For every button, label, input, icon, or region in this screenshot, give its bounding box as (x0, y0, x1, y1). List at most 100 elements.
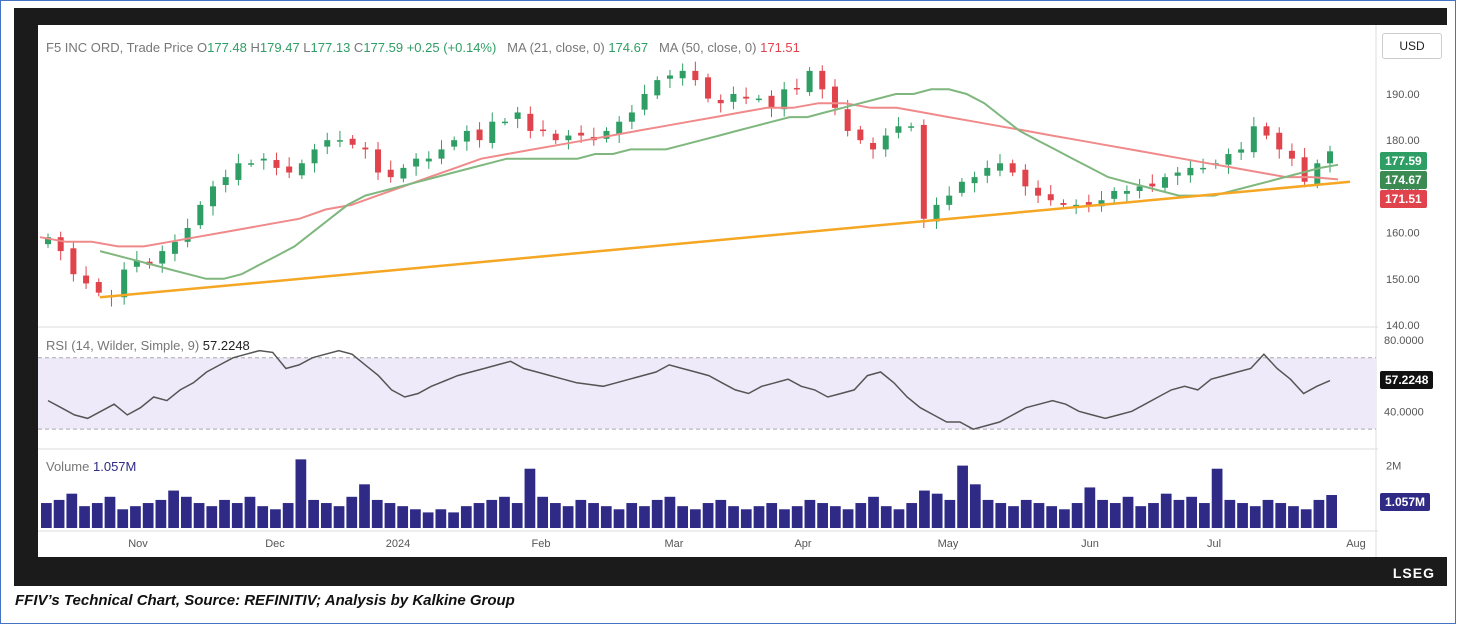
volume-bar (829, 506, 841, 528)
volume-bar (206, 506, 218, 528)
candle-body (362, 147, 369, 150)
volume-bar (511, 503, 523, 528)
volume-bar (270, 509, 281, 528)
ma50-label: MA (50, close, 0) (658, 40, 757, 55)
footer-bar: LSEG (14, 562, 1447, 586)
volume-bar (346, 496, 358, 528)
candle-body (298, 163, 305, 176)
volume-value: 1.057M (93, 459, 137, 474)
candle-body (679, 70, 686, 79)
volume-bar (919, 490, 930, 528)
volume-label: Volume (46, 459, 90, 474)
candle-body (768, 95, 775, 108)
rsi-value-tag: 57.2248 (1380, 371, 1434, 389)
volume-bar (728, 506, 739, 528)
volume-bar (308, 499, 319, 528)
candle-body (781, 89, 788, 110)
candle-body (45, 237, 51, 245)
candle-body (996, 163, 1003, 171)
volume-bar (639, 506, 650, 528)
rsi-band (38, 357, 1376, 430)
volume-bar (130, 506, 141, 528)
candle-body (895, 126, 902, 133)
candle-body (628, 112, 635, 122)
candle-body (451, 140, 458, 147)
chart-svg: 190.00180.00170.00160.00150.00140.0080.0… (38, 25, 1424, 557)
support-trendline (99, 180, 1351, 299)
volume-bar (1186, 496, 1198, 528)
volume-bar (244, 496, 256, 528)
rsi-header: RSI (14, Wilder, Simple, 9) 57.2248 (46, 338, 250, 353)
volume-bar (855, 503, 867, 528)
currency-selector[interactable]: USD (1382, 33, 1442, 59)
time-tick-label: Jun (1081, 538, 1099, 550)
close-label: C (353, 40, 364, 55)
volume-bar (1313, 499, 1325, 528)
price-header: F5 INC ORD, Trade Price O177.48 H179.47 … (46, 40, 800, 55)
candle-body (1111, 191, 1118, 199)
volume-bar (613, 509, 625, 528)
volume-bar (1262, 499, 1274, 528)
candle-body (1288, 150, 1295, 159)
volume-value-tag: 1.057M (1380, 493, 1431, 511)
volume-bar (142, 503, 154, 528)
volume-bar (1084, 487, 1096, 528)
volume-bar (91, 503, 103, 528)
price-tick-label: 190.00 (1386, 89, 1420, 101)
candle-body (933, 204, 940, 222)
volume-bar (550, 503, 561, 528)
candle-body (1009, 163, 1016, 173)
time-tick-label: Jul (1207, 538, 1221, 550)
candle-body (958, 181, 965, 193)
volume-bar (880, 506, 892, 528)
open-label: O (197, 40, 208, 55)
candle-body (920, 124, 927, 219)
volume-bar (1059, 509, 1070, 528)
rsi-label: RSI (14, Wilder, Simple, 9) (46, 338, 200, 353)
volume-bar (104, 496, 116, 528)
ma21-price-tag: 174.67 (1380, 171, 1427, 189)
candle-body (705, 77, 712, 99)
ma50-price-tag: 171.51 (1380, 190, 1427, 208)
volume-bar (842, 509, 854, 528)
volume-bar (53, 499, 65, 528)
candle-body (336, 140, 343, 142)
volume-bar (117, 509, 129, 528)
candle-body (133, 260, 140, 267)
volume-bar (931, 493, 943, 528)
volume-bar (384, 503, 396, 528)
volume-tick-label: 2M (1386, 461, 1401, 473)
volume-bar (906, 503, 918, 528)
volume-bar (868, 496, 879, 528)
volume-bar (562, 506, 574, 528)
low-value: 177.13 (310, 40, 351, 55)
candle-body (235, 163, 242, 180)
candle-body (908, 126, 915, 128)
price-tick-label: 150.00 (1386, 274, 1420, 286)
volume-bar (664, 496, 676, 528)
volume-bar (155, 499, 167, 528)
candle-body (1136, 186, 1143, 191)
candle-body (286, 166, 293, 173)
volume-bar (1135, 506, 1147, 528)
volume-bar (1008, 506, 1019, 528)
candle-body (501, 121, 508, 124)
volume-bar (715, 499, 727, 528)
candle-body (1263, 126, 1270, 136)
candle-body (603, 130, 610, 139)
chart-panel: 190.00180.00170.00160.00150.00140.0080.0… (38, 25, 1454, 557)
volume-bar (219, 499, 230, 528)
volume-bar (1211, 468, 1223, 528)
chart-window: 190.00180.00170.00160.00150.00140.0080.0… (14, 8, 1454, 586)
candle-body (806, 70, 813, 93)
candle-body (654, 80, 661, 96)
candle-body (248, 163, 255, 165)
time-tick-label: Aug (1346, 538, 1366, 550)
volume-bar (1097, 499, 1108, 528)
price-tick-label: 180.00 (1386, 135, 1420, 147)
candle-body (540, 129, 547, 132)
volume-bar (79, 506, 90, 528)
candle-body (1047, 194, 1054, 201)
candle-body (857, 129, 864, 141)
volume-bar (1288, 506, 1299, 528)
